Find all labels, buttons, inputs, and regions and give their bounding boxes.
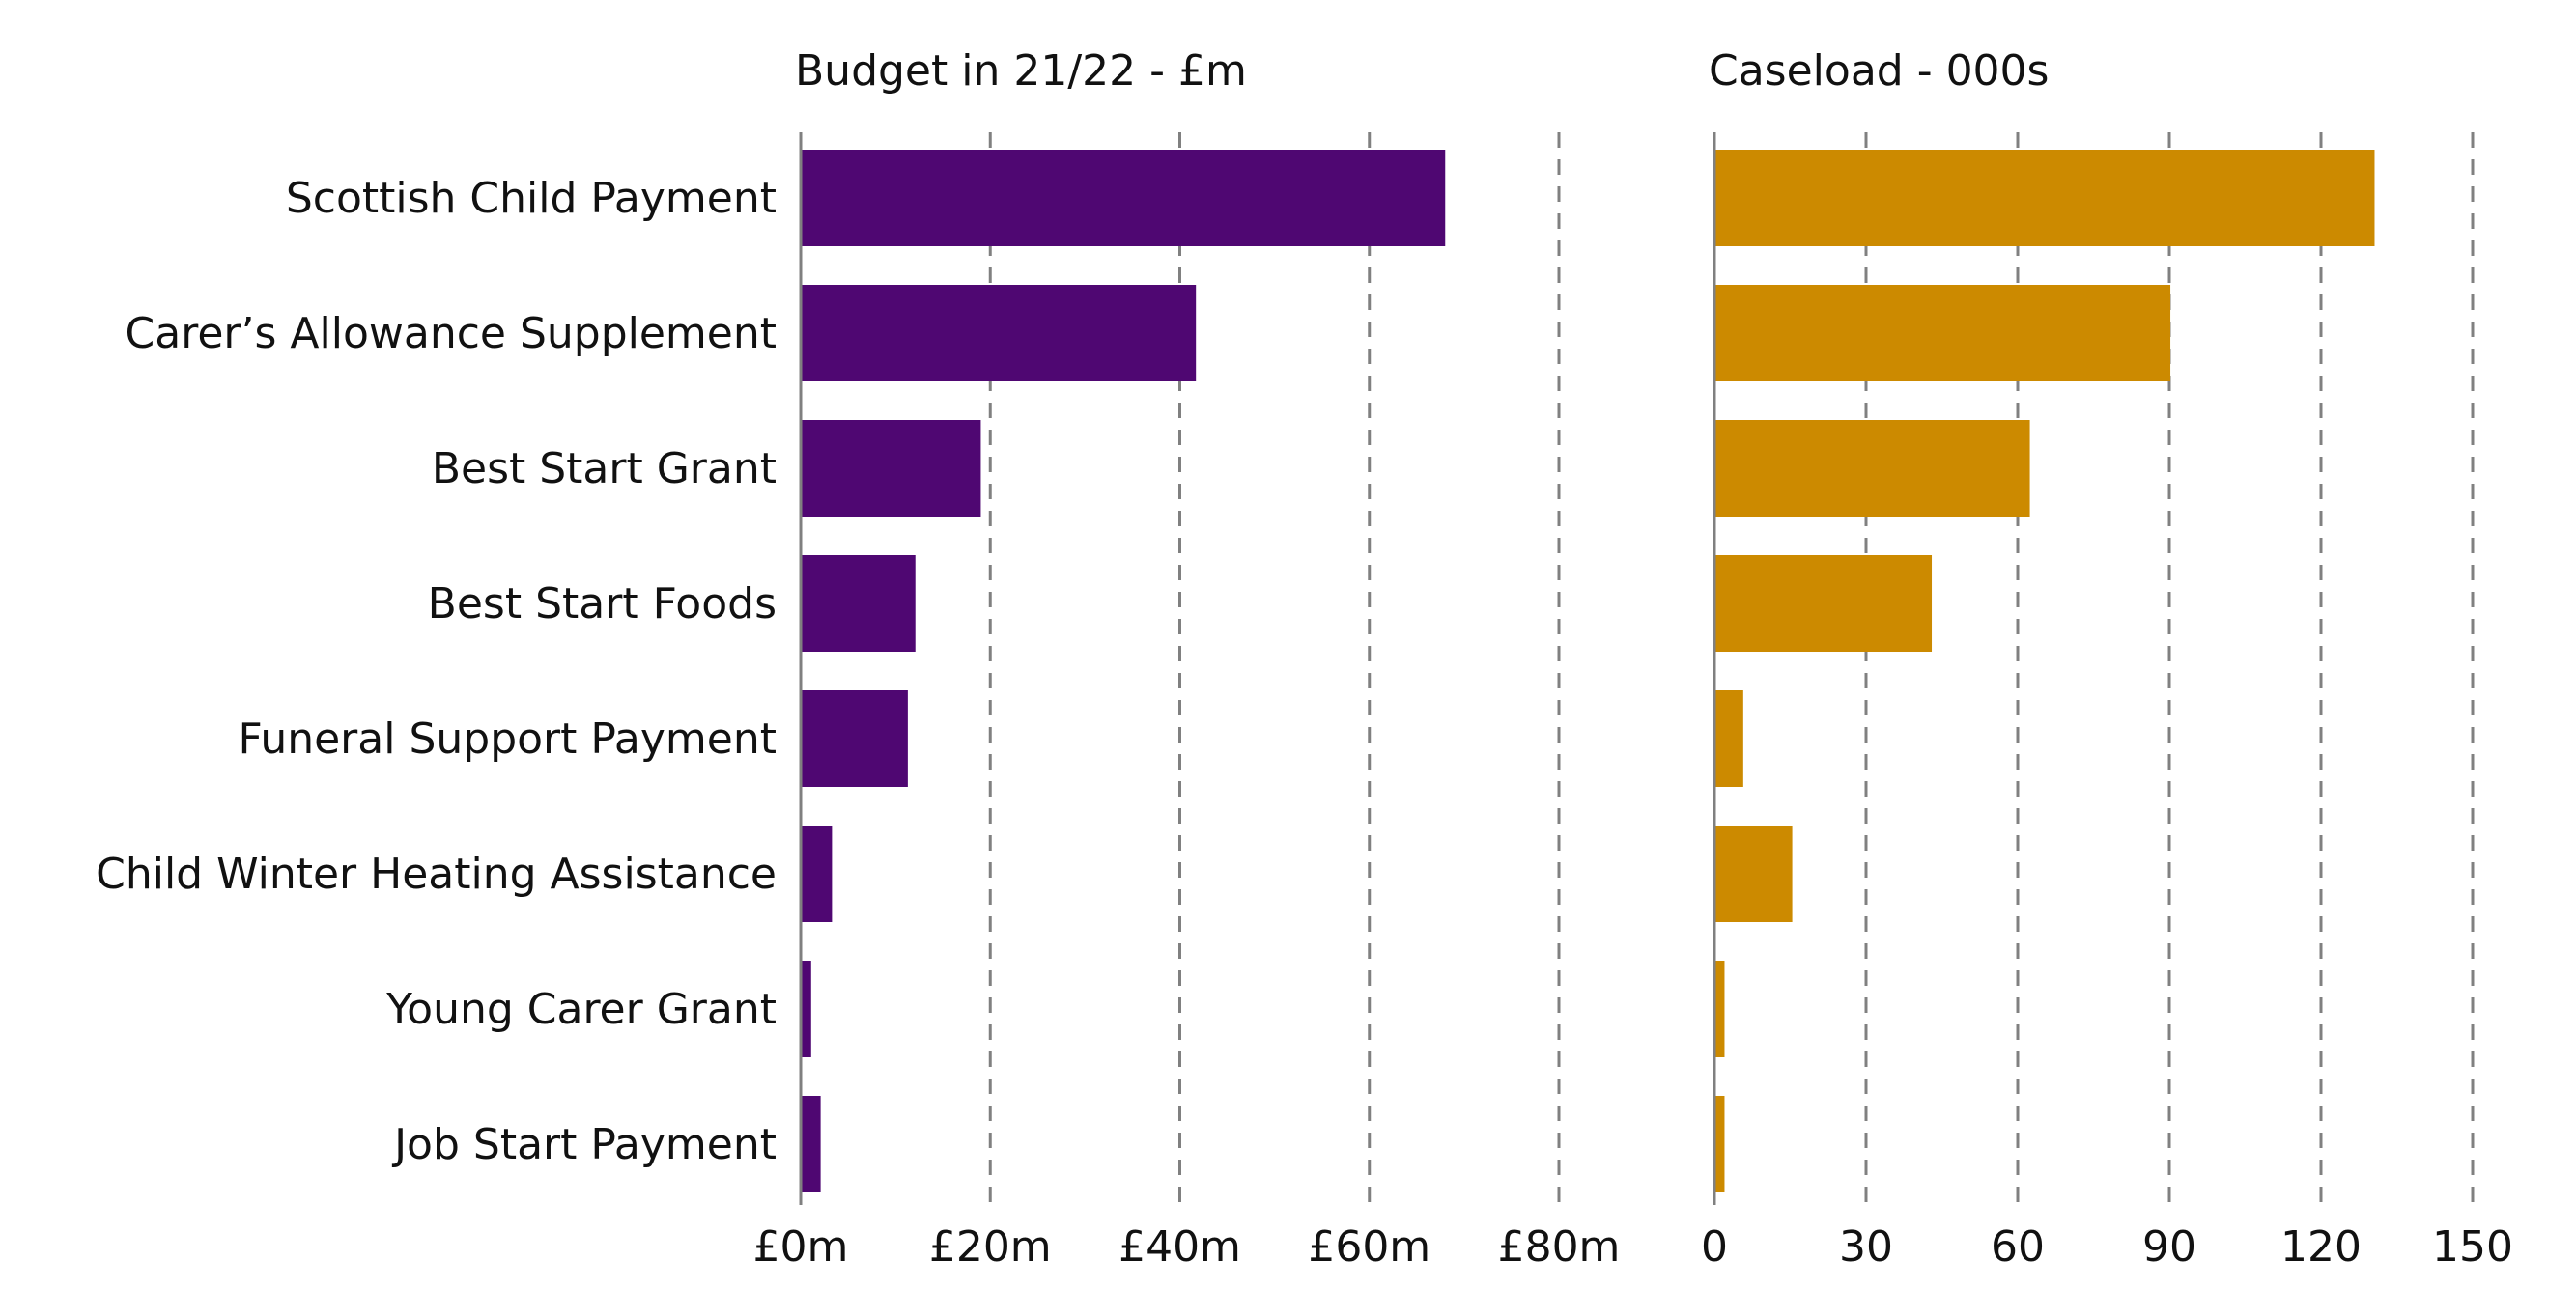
panel-title: Caseload - 000s [1709,46,2049,96]
category-label: Child Winter Heating Assistance [96,850,777,899]
bar [801,690,908,787]
bar [1714,420,2030,517]
tick-label: 30 [1839,1222,1893,1272]
bar [1714,690,1743,787]
tick-label: 120 [2280,1222,2362,1272]
bar [801,826,833,922]
bar [801,1096,821,1192]
tick-label: £0m [753,1222,849,1272]
category-label: Best Start Foods [428,579,777,629]
category-label: Funeral Support Payment [238,715,777,764]
panel-title: Budget in 21/22 - £m [795,46,1247,96]
tick-label: 150 [2432,1222,2513,1272]
category-label: Scottish Child Payment [286,174,777,223]
bar [801,150,1446,246]
tick-label: £40m [1118,1222,1241,1272]
bar [1714,285,2171,381]
bar [801,420,981,517]
tick-label: £80m [1498,1222,1621,1272]
tick-label: 60 [1991,1222,2045,1272]
bar [801,285,1197,381]
bar [801,555,916,652]
tick-label: 0 [1701,1222,1728,1272]
bar [1714,961,1725,1057]
tick-label: £20m [929,1222,1052,1272]
bar [801,961,811,1057]
bar [1714,555,1933,652]
bar [1714,826,1793,922]
tick-label: £60m [1308,1222,1430,1272]
category-label: Carer’s Allowance Supplement [126,309,777,358]
category-label: Young Carer Grant [385,985,777,1034]
category-label: Best Start Grant [432,444,777,493]
bar [1714,150,2375,246]
tick-label: 90 [2142,1222,2196,1272]
category-label: Job Start Payment [391,1120,777,1169]
bar [1714,1096,1725,1192]
